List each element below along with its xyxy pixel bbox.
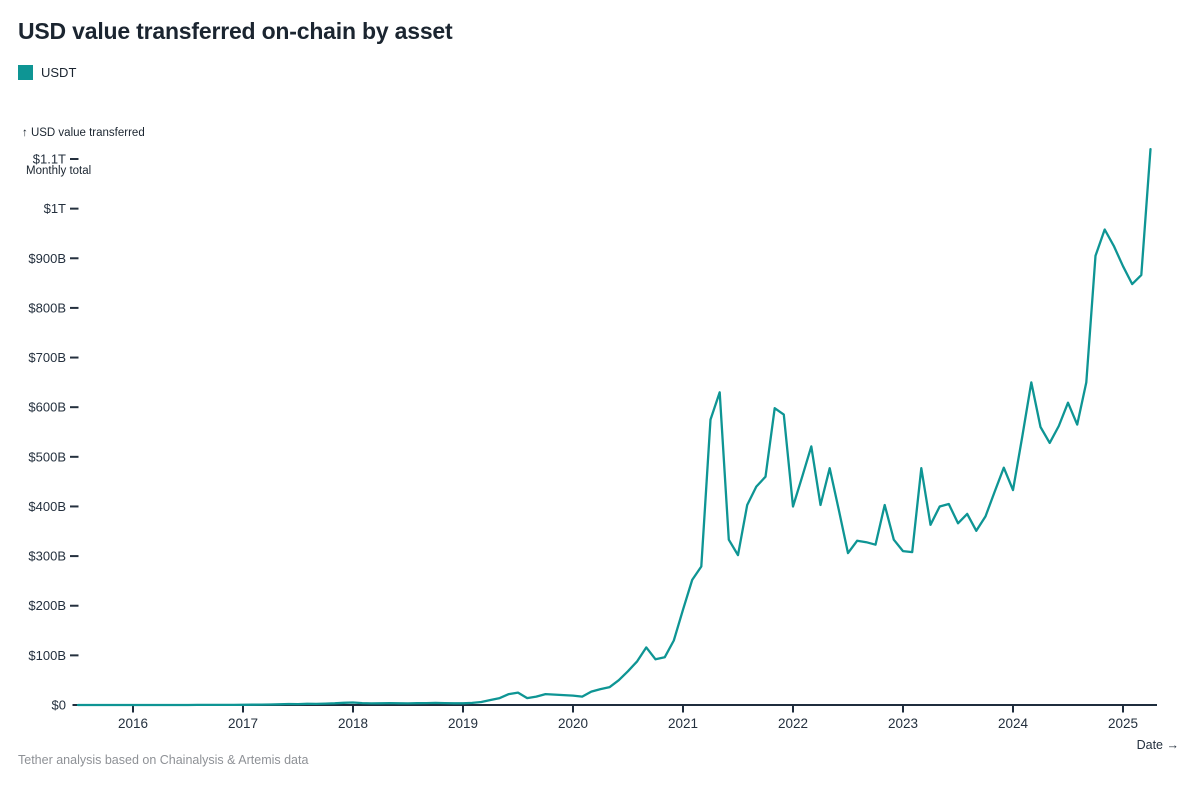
legend: USDT (18, 65, 76, 80)
x-tick-label: 2020 (558, 716, 588, 731)
y-tick-label: $500B (28, 449, 66, 464)
source-attribution: Tether analysis based on Chainalysis & A… (18, 753, 309, 767)
y-tick-label: $300B (28, 549, 66, 564)
y-axis-title-line2: Monthly total (26, 164, 92, 177)
x-tick-label: 2019 (448, 716, 478, 731)
y-tick-label: $1.1T (33, 152, 66, 167)
y-tick-label: $600B (28, 400, 66, 415)
x-axis-title: Date → (1136, 738, 1179, 752)
x-tick-label: 2018 (338, 716, 368, 731)
y-axis-title: ↑ USD value transferred Monthly total (22, 102, 145, 202)
legend-label-usdt: USDT (41, 65, 77, 80)
y-tick-label: $1T (44, 201, 66, 216)
y-axis-ticks: $0 $100B $200B $300B $400B $500B $600B $700B $80… (28, 152, 79, 713)
x-tick-label: 2017 (228, 716, 258, 731)
legend-swatch-usdt (18, 65, 33, 80)
x-axis-ticks: 2016 2017 2018 2019 2020 2021 2022 2023 2024 2025 (118, 706, 1138, 731)
x-tick-label: 2022 (778, 716, 808, 731)
x-tick-label: 2025 (1108, 716, 1138, 731)
y-axis-title-line1: ↑ USD value transferred (22, 127, 145, 139)
y-tick-label: $0 (52, 698, 66, 713)
x-tick-label: 2021 (668, 716, 698, 731)
y-tick-label: $200B (28, 598, 66, 613)
page-title: USD value transferred on-chain by asset (18, 18, 453, 44)
series-line-usdt (76, 147, 1152, 707)
y-tick-label: $800B (28, 300, 66, 315)
y-tick-label: $700B (28, 350, 66, 365)
x-tick-label: 2024 (998, 716, 1029, 731)
x-tick-label: 2023 (888, 716, 918, 731)
x-tick-label: 2016 (118, 716, 148, 731)
y-tick-label: $100B (28, 648, 66, 663)
y-tick-label: $900B (28, 251, 66, 266)
y-tick-label: $400B (28, 499, 66, 514)
